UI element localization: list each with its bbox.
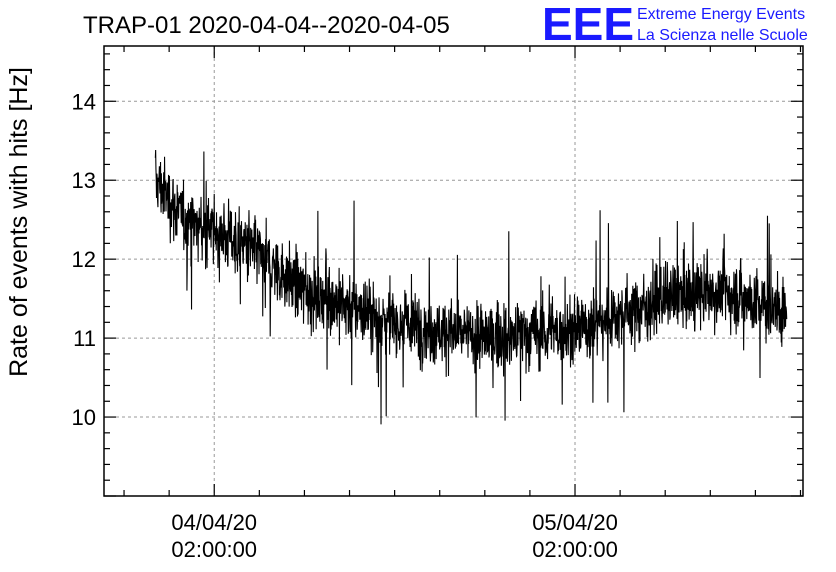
y-axis-label: Rate of events with hits [Hz]	[5, 67, 33, 377]
plot-frame	[103, 45, 804, 497]
x-tick-label-date: 04/04/20	[171, 510, 257, 535]
chart-title: TRAP-01 2020-04-04--2020-04-05	[83, 12, 450, 39]
logo-line-2: La Scienza nelle Scuole	[637, 27, 808, 44]
y-tick-label: 10	[72, 405, 96, 430]
logo-line-1: Extreme Energy Events	[637, 6, 805, 23]
y-tick-label: 11	[73, 326, 96, 351]
y-tick-label: 13	[72, 168, 96, 193]
logo-mark: EEE	[542, 0, 634, 50]
eee-logo: EEE Extreme Energy Events La Scienza nel…	[542, 0, 808, 50]
x-tick-label-time: 02:00:00	[171, 537, 257, 562]
x-tick-label-time: 02:00:00	[532, 537, 618, 562]
y-tick-label: 14	[72, 89, 96, 114]
series-layer	[154, 150, 788, 425]
rate-series-line	[154, 150, 788, 425]
y-tick-label: 12	[72, 247, 96, 272]
x-tick-label-date: 05/04/20	[532, 510, 618, 535]
axes	[103, 45, 804, 497]
grid-lines	[104, 46, 803, 496]
tick-labels: 101112131404/04/2002:00:0005/04/2002:00:…	[72, 89, 618, 562]
